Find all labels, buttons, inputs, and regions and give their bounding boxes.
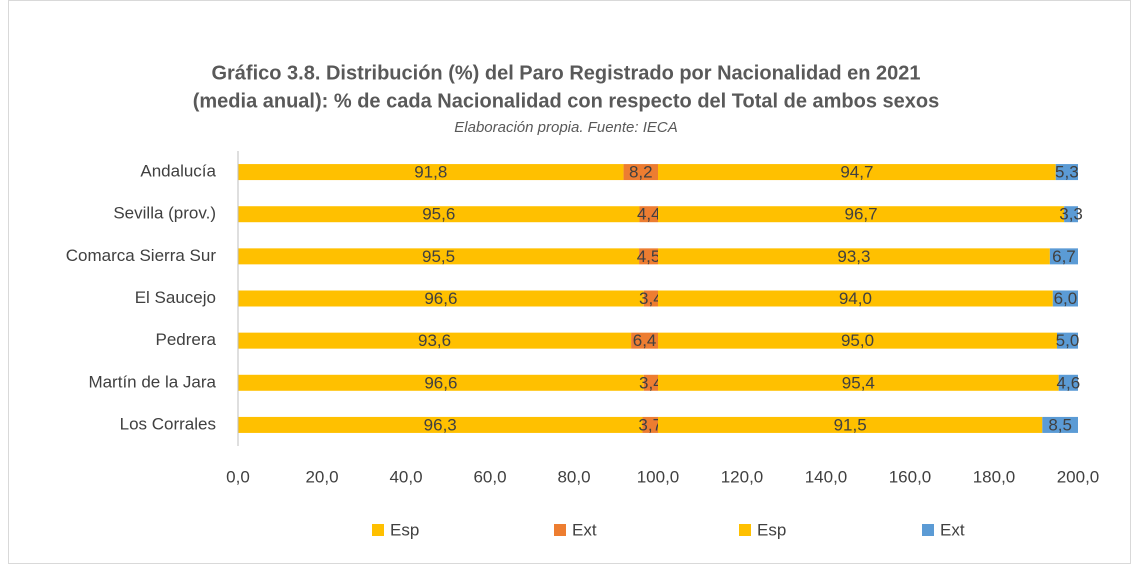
legend-swatch	[372, 524, 384, 536]
data-label: 8,2	[629, 163, 653, 182]
x-tick-label: 60,0	[473, 467, 506, 486]
y-tick-label: Martín de la Jara	[88, 372, 216, 391]
data-label: 94,7	[840, 163, 873, 182]
data-label: 95,4	[842, 373, 875, 392]
bar-segment	[238, 416, 643, 433]
bar-segment	[1049, 248, 1078, 265]
bar-segment	[1052, 290, 1078, 307]
data-label: 4,4	[637, 205, 661, 224]
data-label: 3,7	[638, 415, 662, 434]
bar-segment	[658, 206, 1065, 223]
x-tick-label: 20,0	[305, 467, 338, 486]
bar-segment	[238, 206, 640, 223]
x-tick-label: 200,0	[1057, 467, 1100, 486]
bar-segment	[658, 164, 1056, 181]
legend-swatch	[922, 524, 934, 536]
bar-segment	[238, 248, 640, 265]
bar-segment	[658, 290, 1053, 307]
y-tick-label: Los Corrales	[120, 414, 216, 433]
x-tick-label: 180,0	[973, 467, 1016, 486]
bar-segment	[1064, 206, 1078, 223]
legend-label: Esp	[390, 520, 419, 539]
data-label: 5,0	[1056, 331, 1080, 350]
data-label: 96,7	[845, 205, 878, 224]
x-tick-label: 140,0	[805, 467, 848, 486]
chart-subtitle: Elaboración propia. Fuente: IECA	[454, 119, 677, 136]
chart-title: Gráfico 3.8. Distribución (%) del Paro R…	[211, 62, 920, 84]
data-label: 93,3	[837, 247, 870, 266]
bar-segment	[1058, 374, 1078, 391]
y-tick-label: Pedrera	[156, 330, 217, 349]
bar-segment	[238, 374, 644, 391]
data-label: 6,7	[1052, 247, 1076, 266]
data-label: 8,5	[1048, 415, 1072, 434]
bar-segment	[623, 164, 658, 181]
bar-segment	[639, 206, 658, 223]
data-label: 4,6	[1057, 373, 1081, 392]
bar-segment	[658, 416, 1043, 433]
bar-segment	[631, 332, 658, 349]
data-label: 91,5	[834, 415, 867, 434]
data-label: 94,0	[839, 289, 872, 308]
bar-segment	[643, 290, 658, 307]
bar-segment	[1042, 416, 1078, 433]
data-label: 4,5	[637, 247, 661, 266]
chart-border	[8, 0, 1131, 564]
bar-segment	[642, 416, 658, 433]
legend-label: Ext	[572, 520, 597, 539]
data-label: 91,8	[414, 163, 447, 182]
legend-label: Ext	[940, 520, 965, 539]
x-tick-label: 160,0	[889, 467, 932, 486]
bar-segment	[639, 248, 658, 265]
bar-segment	[1057, 332, 1078, 349]
y-tick-label: Comarca Sierra Sur	[66, 246, 217, 265]
chart-title: (media anual): % de cada Nacionalidad co…	[193, 90, 940, 112]
x-tick-label: 80,0	[557, 467, 590, 486]
data-label: 96,3	[424, 415, 457, 434]
data-label: 3,4	[639, 373, 663, 392]
data-label: 6,4	[633, 331, 657, 350]
data-label: 3,3	[1059, 205, 1083, 224]
x-tick-label: 40,0	[389, 467, 422, 486]
y-tick-label: Sevilla (prov.)	[113, 204, 216, 223]
bar-segment	[238, 164, 624, 181]
data-label: 6,0	[1054, 289, 1078, 308]
data-label: 93,6	[418, 331, 451, 350]
x-tick-label: 0,0	[226, 467, 250, 486]
bar-segment	[658, 248, 1050, 265]
data-label: 96,6	[424, 373, 457, 392]
legend-swatch	[554, 524, 566, 536]
y-tick-label: El Saucejo	[135, 288, 216, 307]
x-tick-label: 100,0	[637, 467, 680, 486]
data-label: 95,0	[841, 331, 874, 350]
x-tick-label: 120,0	[721, 467, 764, 486]
data-label: 3,4	[639, 289, 663, 308]
data-label: 95,6	[422, 205, 455, 224]
bar-segment	[658, 374, 1059, 391]
data-label: 95,5	[422, 247, 455, 266]
data-label: 5,3	[1055, 163, 1079, 182]
y-tick-label: Andalucía	[140, 162, 216, 181]
legend-label: Esp	[757, 520, 786, 539]
bar-segment	[643, 374, 658, 391]
bar-segment	[238, 290, 644, 307]
legend-swatch	[739, 524, 751, 536]
data-label: 96,6	[424, 289, 457, 308]
bar-segment	[238, 332, 632, 349]
bar-segment	[1055, 164, 1078, 181]
bar-segment	[658, 332, 1057, 349]
